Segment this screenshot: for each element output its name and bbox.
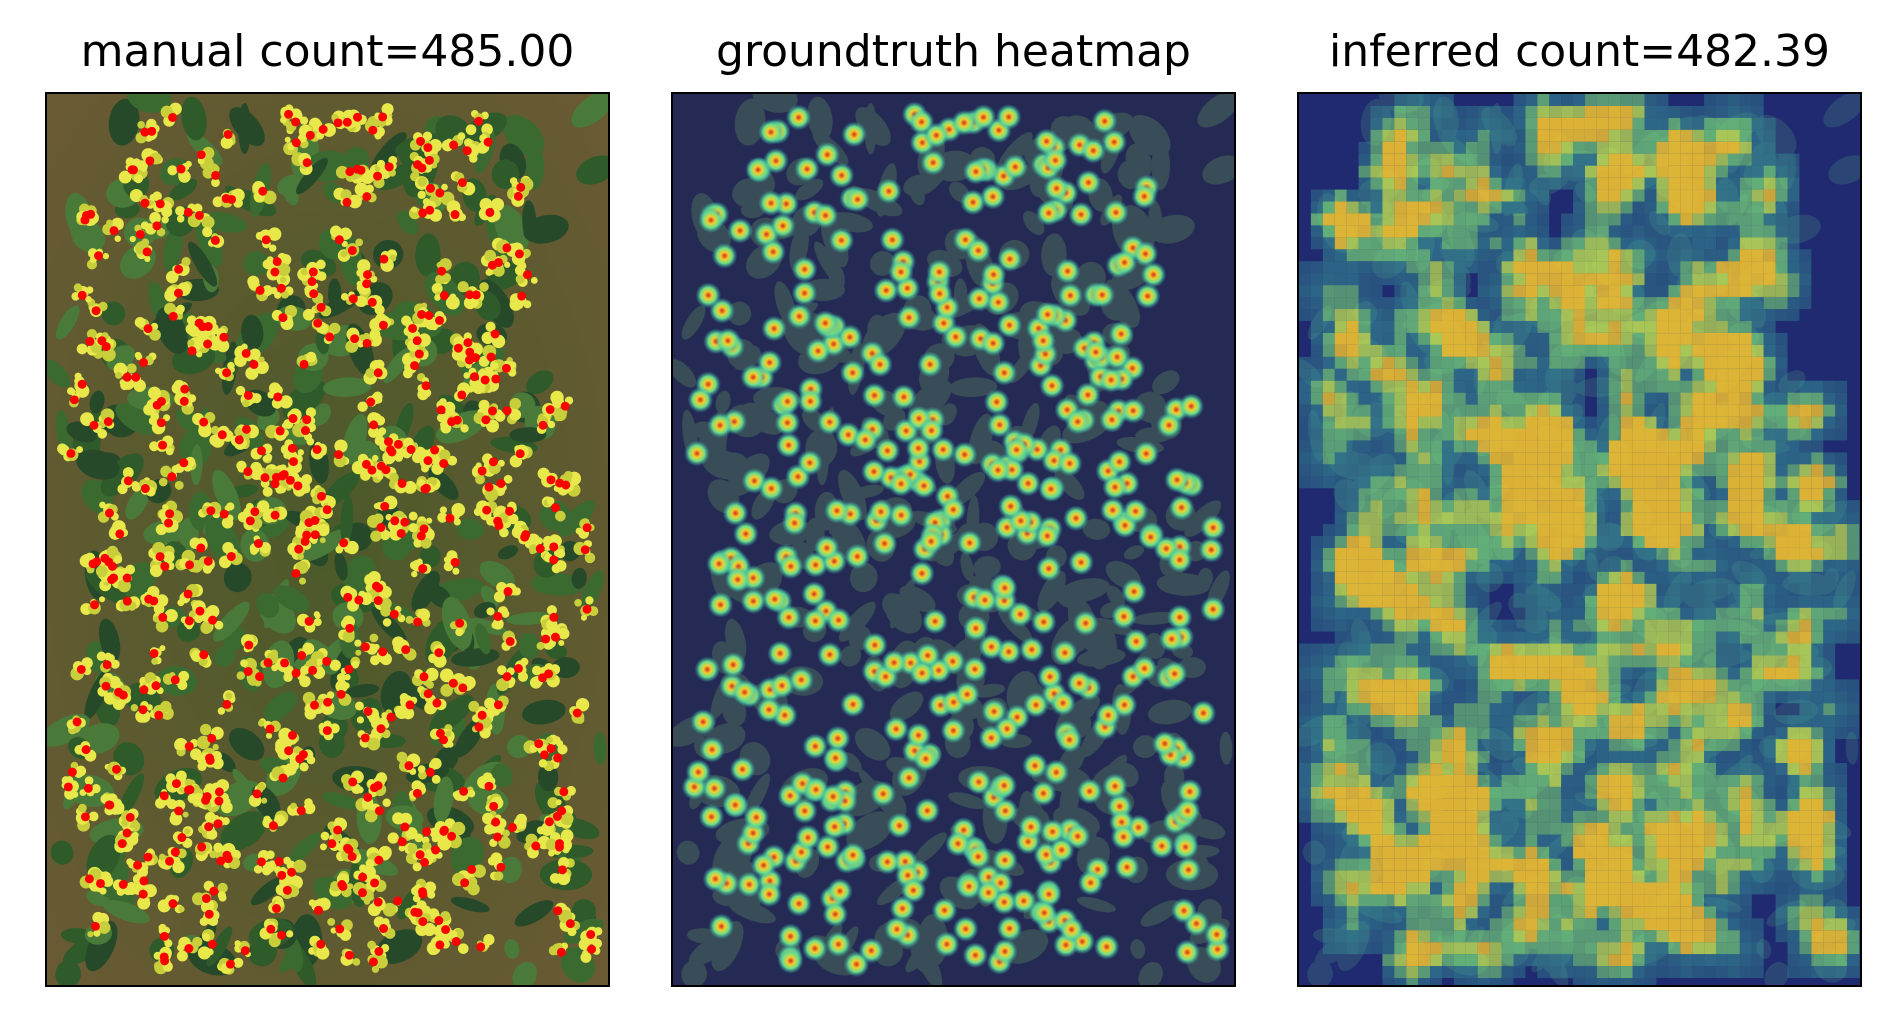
manual-count-image	[45, 92, 610, 987]
inferred-count-image	[1297, 92, 1862, 987]
manual-count-photo	[47, 94, 608, 985]
groundtruth-heatmap-image	[671, 92, 1236, 987]
panel-title-inferred: inferred count=482.39	[1328, 26, 1831, 77]
panel-title-manual: manual count=485.00	[80, 26, 575, 77]
inferred-heatmap	[1299, 94, 1860, 985]
panel-title-groundtruth: groundtruth heatmap	[716, 26, 1191, 77]
groundtruth-heatmap	[673, 94, 1234, 985]
